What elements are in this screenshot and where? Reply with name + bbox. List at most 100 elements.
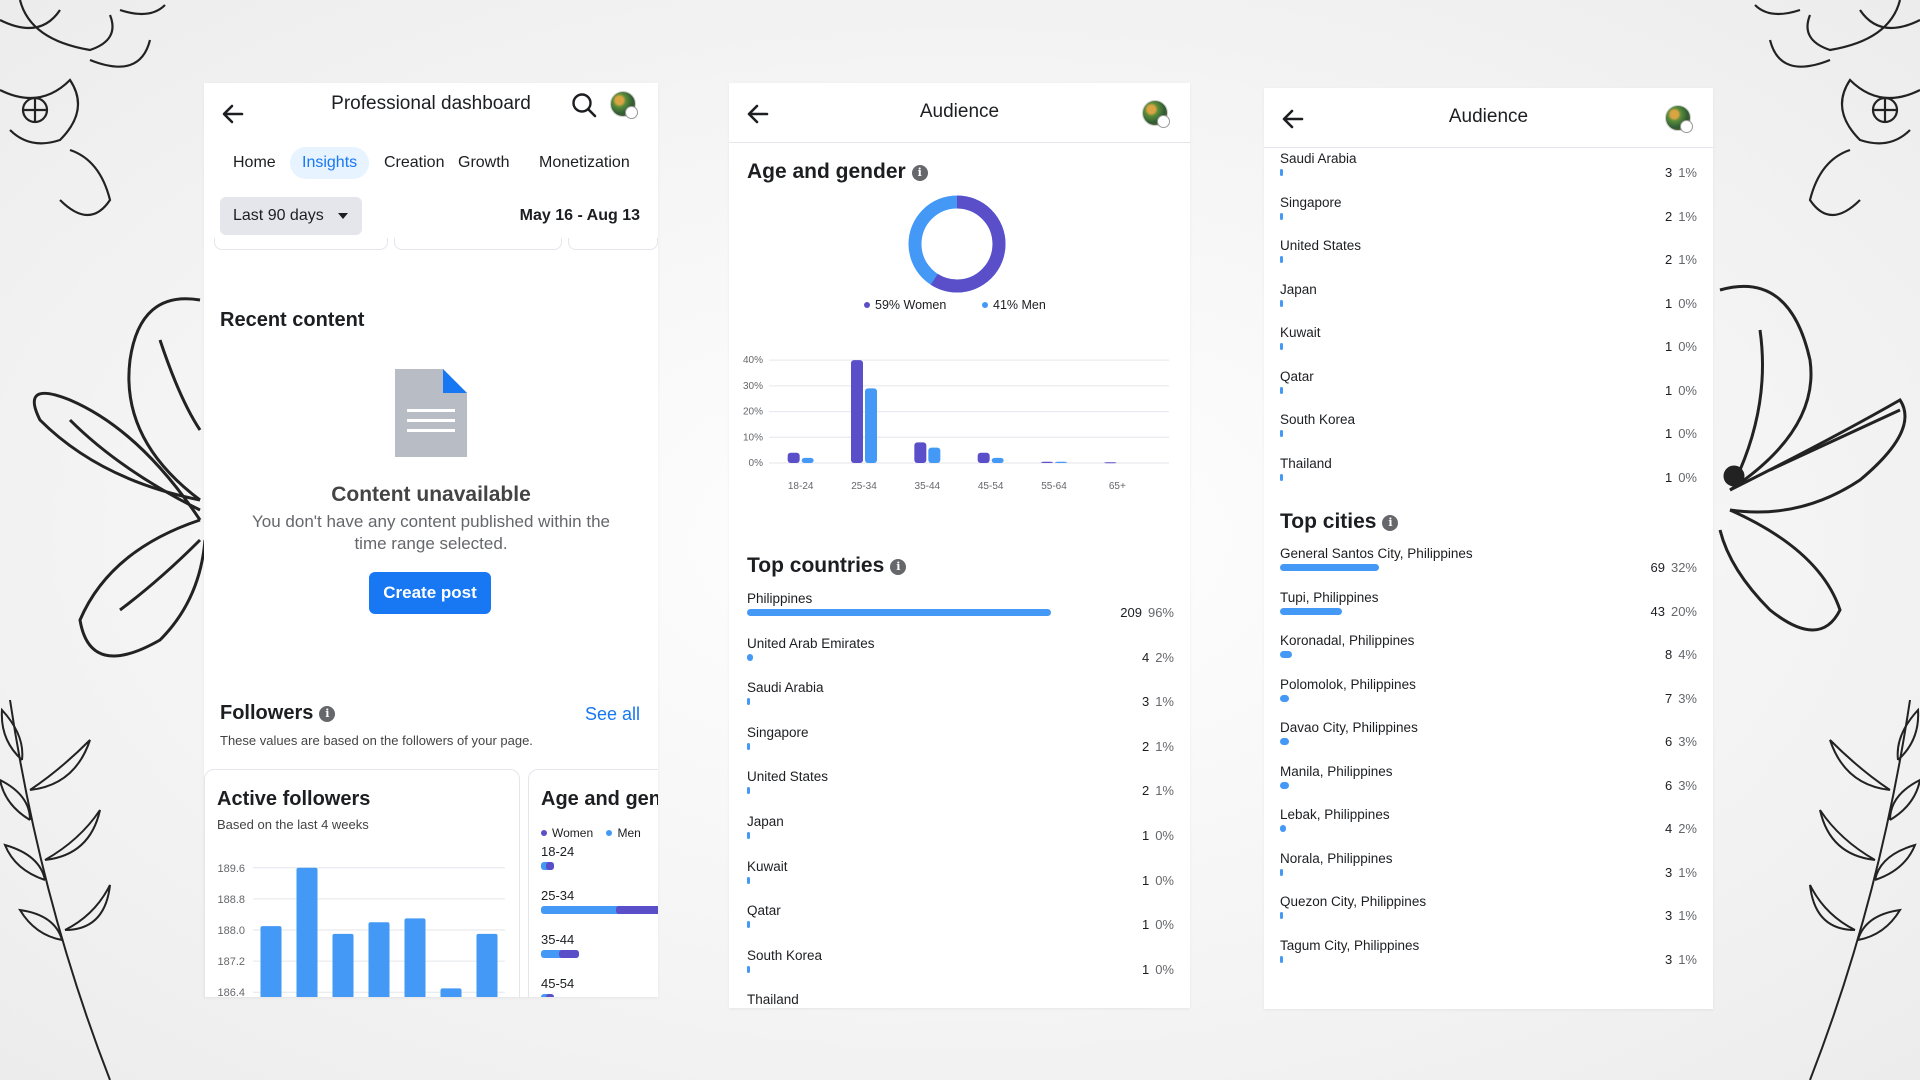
women-bar bbox=[546, 862, 554, 870]
country-row-value: 1 0% bbox=[1665, 296, 1697, 311]
city-row-bar bbox=[1280, 607, 1342, 615]
x-tick-label: 35-44 bbox=[915, 481, 941, 492]
country-row-label: Qatar bbox=[1280, 368, 1314, 384]
age-row-label: 25-34 bbox=[541, 888, 575, 903]
tab-growth[interactable]: Growth bbox=[458, 154, 510, 171]
percent-value: 3% bbox=[1678, 690, 1697, 706]
percent-value: 1% bbox=[1678, 165, 1697, 180]
page-title: Professional dashboard bbox=[331, 93, 531, 114]
percent-value: 96% bbox=[1147, 605, 1174, 620]
country-row-label: Saudi Arabia bbox=[1280, 151, 1357, 166]
info-icon[interactable]: i bbox=[911, 165, 928, 181]
country-row-value: 1 0% bbox=[1142, 873, 1174, 888]
back-arrow-icon[interactable] bbox=[1278, 104, 1308, 134]
city-row-value: 3 1% bbox=[1665, 865, 1697, 880]
country-row: Saudi Arabia 3 1% bbox=[1264, 151, 1713, 195]
country-row-value: 1 0% bbox=[1142, 917, 1174, 932]
tab-creation[interactable]: Creation bbox=[384, 154, 445, 171]
count-value: 43 bbox=[1650, 603, 1665, 619]
city-row-label: Tupi, Philippines bbox=[1280, 589, 1379, 605]
country-row-bar bbox=[1280, 430, 1283, 437]
country-row-value: 2 1% bbox=[1142, 739, 1174, 754]
tab-home[interactable]: Home bbox=[233, 154, 276, 171]
country-row: Qatar 1 0% bbox=[729, 903, 1190, 948]
active-followers-card[interactable]: Active followers Based on the last 4 wee… bbox=[204, 769, 520, 997]
count-value: 1 bbox=[1664, 295, 1673, 311]
percent-value: 1% bbox=[1155, 694, 1174, 710]
avatar[interactable] bbox=[1665, 105, 1693, 133]
country-row-value: 2 1% bbox=[1665, 209, 1697, 224]
back-arrow-icon[interactable] bbox=[218, 99, 248, 129]
create-post-button[interactable]: Create post bbox=[369, 572, 491, 614]
flower-decoration-left bbox=[32, 297, 207, 658]
women-bar bbox=[616, 906, 658, 914]
men-bar bbox=[928, 447, 941, 463]
women-legend-dot bbox=[541, 830, 547, 836]
country-row: Qatar 1 0% bbox=[1264, 369, 1713, 413]
recent-content-title: Recent content bbox=[220, 309, 365, 331]
women-bar bbox=[851, 360, 863, 463]
date-range-dropdown[interactable]: Last 90 days bbox=[220, 197, 362, 235]
country-row-bar bbox=[747, 787, 751, 795]
men-bar bbox=[541, 906, 658, 914]
city-row-bar bbox=[1280, 912, 1284, 919]
city-row: Tagum City, Philippines 3 1% bbox=[1264, 938, 1713, 982]
country-row: Japan 1 0% bbox=[729, 814, 1190, 859]
women-bar bbox=[558, 950, 579, 958]
top-cities-title: Top cities i bbox=[1280, 510, 1399, 534]
country-row-bar bbox=[1280, 256, 1284, 263]
city-row: Koronadal, Philippines 8 4% bbox=[1264, 633, 1713, 677]
country-row-value: 1 0% bbox=[1665, 426, 1697, 441]
city-row-bar bbox=[1280, 868, 1284, 876]
country-row: Singapore 2 1% bbox=[729, 725, 1190, 770]
info-icon[interactable]: i bbox=[1382, 515, 1399, 531]
percent-value: 0% bbox=[1678, 469, 1697, 485]
city-row-bar bbox=[1280, 651, 1293, 658]
see-all-link[interactable]: See all bbox=[584, 704, 640, 724]
country-row: United States 2 1% bbox=[729, 769, 1190, 814]
country-row-value: 3 1% bbox=[1142, 694, 1174, 709]
city-row: Polomolok, Philippines 7 3% bbox=[1264, 677, 1713, 721]
y-tick-label: 10% bbox=[743, 432, 763, 443]
y-tick-label: 187.2 bbox=[217, 956, 245, 968]
country-row-label: Philippines bbox=[747, 591, 813, 606]
country-row-label: United States bbox=[747, 769, 829, 785]
search-icon[interactable] bbox=[570, 91, 598, 119]
active-followers-bar bbox=[260, 926, 282, 997]
avatar[interactable] bbox=[1142, 100, 1170, 128]
dashboard-tabs: Home Insights Creation Growth Monetizati… bbox=[204, 135, 658, 185]
percent-value: 0% bbox=[1155, 828, 1174, 843]
city-row-label: Manila, Philippines bbox=[1280, 763, 1393, 779]
city-row-bar bbox=[1280, 781, 1290, 789]
country-row-label: South Korea bbox=[747, 947, 823, 963]
audience-header: Audience bbox=[729, 83, 1190, 143]
summary-card-stub bbox=[394, 238, 562, 250]
back-arrow-icon[interactable] bbox=[743, 99, 773, 129]
country-row-bar bbox=[747, 742, 751, 750]
avatar[interactable] bbox=[610, 91, 638, 119]
city-row: Norala, Philippines 3 1% bbox=[1264, 851, 1713, 895]
active-followers-bar bbox=[332, 933, 354, 997]
tab-insights[interactable]: Insights bbox=[290, 147, 370, 179]
city-row: Quezon City, Philippines 3 1% bbox=[1264, 894, 1713, 938]
country-row-bar bbox=[747, 832, 750, 839]
women-bar bbox=[546, 994, 554, 997]
percent-value: 20% bbox=[1670, 603, 1697, 619]
percent-value: 3% bbox=[1678, 734, 1697, 749]
city-row-label: Koronadal, Philippines bbox=[1280, 633, 1415, 648]
country-row: Japan 1 0% bbox=[1264, 282, 1713, 326]
country-row-bar bbox=[1280, 212, 1284, 220]
country-row-label: United States bbox=[1280, 238, 1362, 253]
info-icon[interactable]: i bbox=[890, 559, 907, 575]
city-row-value: 8 4% bbox=[1665, 647, 1697, 662]
country-row-bar bbox=[747, 698, 751, 706]
women-legend-dot bbox=[864, 302, 870, 308]
count-value: 1 bbox=[1664, 469, 1673, 485]
info-icon[interactable]: i bbox=[319, 706, 336, 722]
city-row-value: 3 1% bbox=[1665, 952, 1697, 967]
city-row: General Santos City, Philippines 69 32% bbox=[1264, 546, 1713, 590]
age-gender-card[interactable]: Age and gender Women Men 18-24 25-34 35-44… bbox=[528, 769, 658, 997]
tab-monetization[interactable]: Monetization bbox=[539, 154, 630, 171]
count-value: 7 bbox=[1664, 690, 1673, 706]
age-row-label: 35-44 bbox=[541, 932, 575, 947]
